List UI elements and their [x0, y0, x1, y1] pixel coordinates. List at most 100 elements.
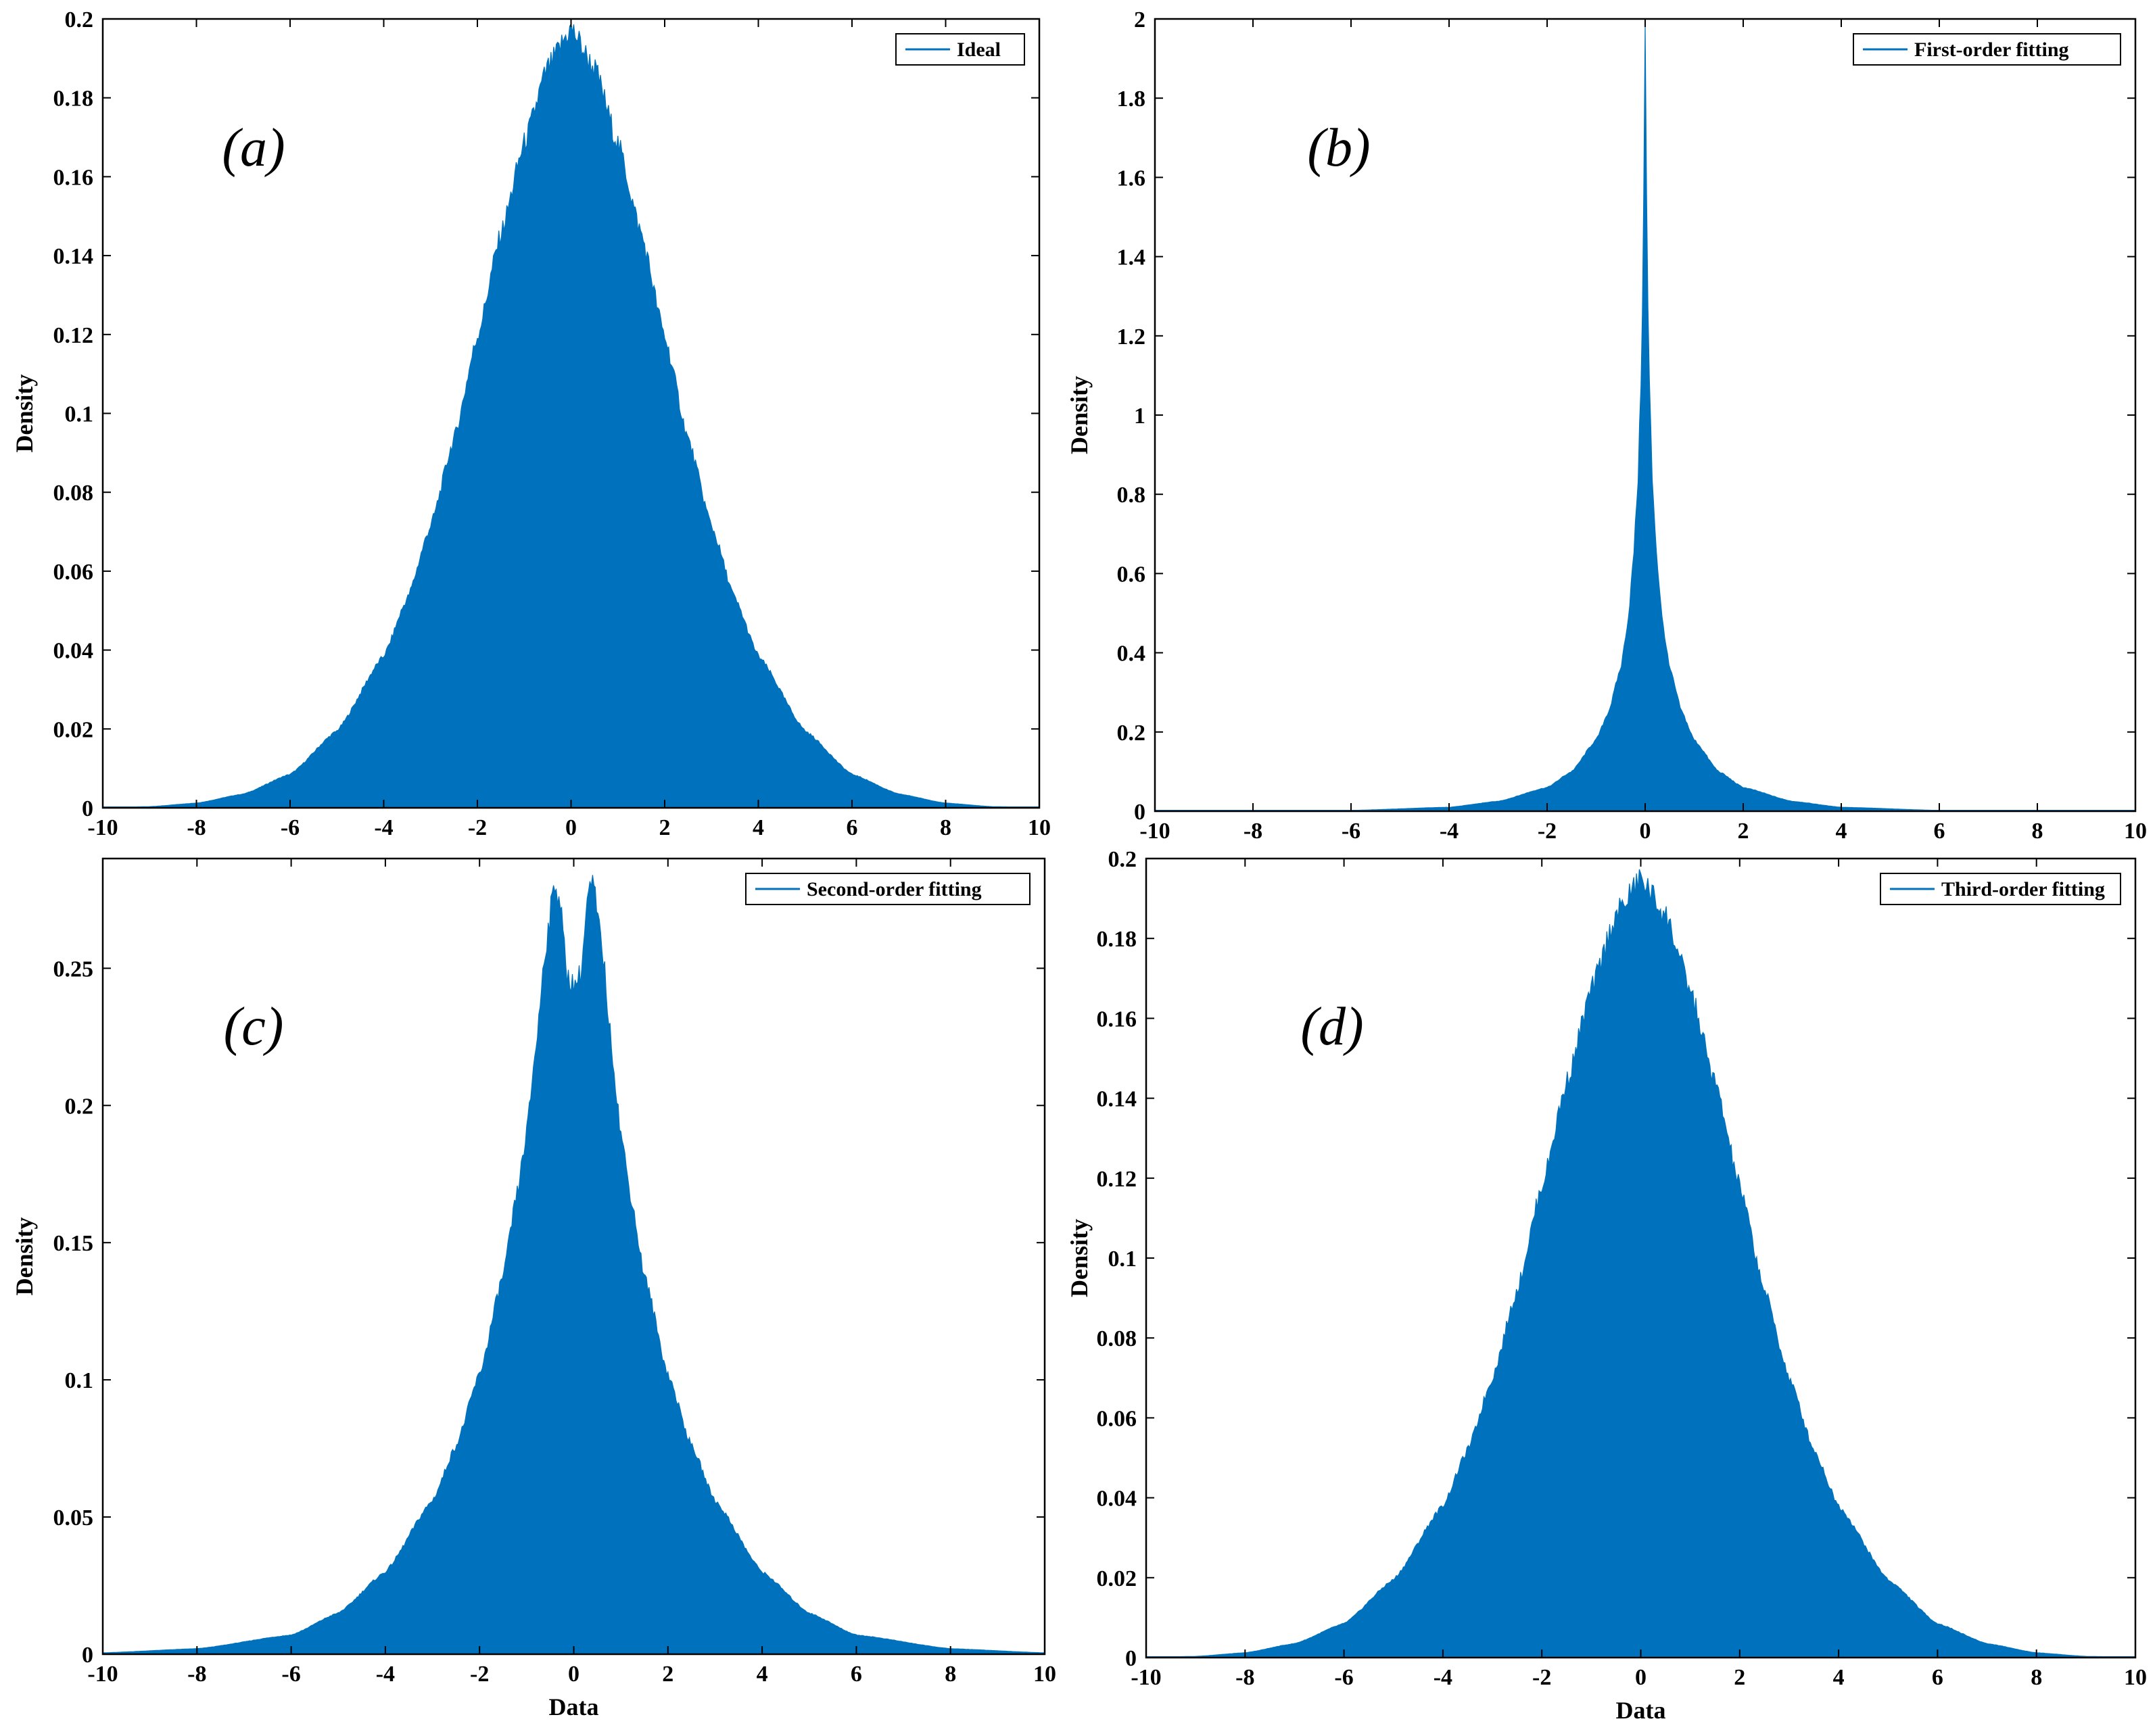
- y-tick-label: 0.2: [1117, 721, 1146, 746]
- x-tick-label: -8: [1235, 1665, 1254, 1690]
- x-tick-label: 4: [753, 815, 764, 840]
- y-axis-label: Density: [11, 1217, 38, 1296]
- x-tick-label: -8: [187, 1662, 206, 1687]
- x-tick-label: -10: [87, 1662, 118, 1687]
- y-axis-label: Density: [1066, 1219, 1093, 1297]
- x-tick-label: 4: [1833, 1665, 1845, 1690]
- y-tick-label: 1.2: [1117, 324, 1146, 349]
- y-tick-label: 0.1: [1108, 1247, 1137, 1272]
- x-tick-label: -6: [1334, 1665, 1353, 1690]
- panel-tag: (c): [224, 997, 284, 1057]
- y-tick-label: 0.18: [1097, 927, 1137, 952]
- x-tick-label: 8: [940, 815, 951, 840]
- x-tick-label: 0: [1640, 819, 1651, 844]
- panel-tag: (a): [222, 118, 285, 178]
- x-tick-label: 0: [565, 815, 577, 840]
- x-tick-label: -2: [1532, 1665, 1551, 1690]
- x-tick-label: 2: [659, 815, 671, 840]
- x-tick-label: -4: [1440, 819, 1459, 844]
- y-tick-label: 0.18: [53, 87, 94, 112]
- panels-container: -10 -8 -6 -4 -2 0 2 4 6 8 1000.020.040.060.080.10.…: [11, 7, 2147, 1724]
- y-tick-label: 0.04: [1097, 1487, 1137, 1512]
- y-tick-label: 0.12: [1097, 1167, 1137, 1192]
- y-tick-label: 0.2: [1108, 847, 1137, 872]
- x-tick-label: -10: [1131, 1665, 1161, 1690]
- legend-entry: Third-order fitting: [1941, 878, 2105, 900]
- x-tick-label: 8: [2032, 819, 2043, 844]
- y-tick-label: 0.2: [65, 7, 94, 32]
- x-tick-label: -2: [468, 815, 487, 840]
- x-tick-label: 10: [1033, 1662, 1056, 1687]
- x-tick-label: -8: [1244, 819, 1262, 844]
- chart-panel-c: -10 -8 -6 -4 -2 0 2 4 6 8 10 0 0.05 0.1 0.15 0.2 0.25 Den…: [11, 857, 1056, 1720]
- y-tick-label: 0.04: [53, 639, 94, 664]
- series-area-second-order-fitting: [102, 875, 1045, 1655]
- y-tick-label: 0.02: [53, 717, 94, 742]
- y-tick-label: 1.8: [1117, 87, 1146, 112]
- x-axis-label: Data: [549, 1693, 599, 1720]
- panel-tag: (d): [1300, 997, 1363, 1057]
- x-tick-label: 10: [2124, 1665, 2147, 1690]
- y-tick-label: 0.16: [53, 165, 94, 190]
- x-tick-label: 2: [1738, 819, 1749, 844]
- y-tick-label: 2: [1134, 7, 1145, 32]
- x-tick-label: -4: [1434, 1665, 1452, 1690]
- y-tick-label: 0.15: [53, 1231, 94, 1256]
- legend-entry: Ideal: [957, 39, 1001, 61]
- y-tick-label: 0: [1134, 800, 1145, 825]
- series-area-ideal: [102, 22, 1040, 809]
- legend-entry: First-order fitting: [1914, 39, 2069, 61]
- y-tick-label: 0.05: [53, 1505, 94, 1530]
- x-tick-label: 2: [662, 1662, 673, 1687]
- y-tick-label: 0.16: [1097, 1007, 1137, 1032]
- x-tick-label: 2: [1734, 1665, 1745, 1690]
- y-tick-label: 0.06: [53, 560, 94, 585]
- x-tick-label: -6: [281, 1662, 300, 1687]
- y-tick-label: 0: [1125, 1646, 1137, 1671]
- y-tick-label: 1: [1134, 404, 1145, 429]
- panel-tag: (b): [1307, 118, 1370, 178]
- y-tick-label: 0.6: [1117, 562, 1146, 587]
- x-tick-label: 6: [851, 1662, 862, 1687]
- y-tick-label: 0.25: [53, 957, 94, 982]
- chart-panel-b: -10 -8 -6 -4 -2 0 2 4 6 8 10 0 0.2 0.4 0.6 0.8 1 1.2 1.4 1.…: [1066, 7, 2147, 844]
- y-tick-label: 0.02: [1097, 1566, 1137, 1591]
- chart-panel-a: -10 -8 -6 -4 -2 0 2 4 6 8 10 0 0.02 0.04 0.06 0.08 0.1 0.…: [11, 7, 1051, 840]
- series-area-third-order-fitting: [1145, 869, 2136, 1658]
- y-tick-label: 0.4: [1117, 642, 1146, 667]
- x-tick-label: -2: [470, 1662, 489, 1687]
- chart-panel-d: -10 -8 -6 -4 -2 0 2 4 6 8 10 0 0.02 0.04 0.06 0.08 0.1 0.…: [1066, 847, 2147, 1724]
- x-tick-label: -10: [1139, 819, 1170, 844]
- y-tick-label: 0.06: [1097, 1406, 1137, 1431]
- x-tick-label: 0: [1635, 1665, 1647, 1690]
- x-tick-label: -4: [374, 815, 393, 840]
- y-tick-label: 0.1: [65, 1368, 94, 1393]
- x-tick-label: 0: [568, 1662, 579, 1687]
- y-axis-label: Density: [11, 375, 38, 453]
- x-tick-label: -6: [1342, 819, 1360, 844]
- y-tick-label: 0.14: [53, 244, 94, 269]
- y-tick-label: 0.8: [1117, 483, 1146, 508]
- x-tick-label: 6: [847, 815, 858, 840]
- y-tick-label: 0.08: [53, 481, 94, 506]
- x-tick-label: 4: [757, 1662, 768, 1687]
- x-tick-label: -2: [1538, 819, 1557, 844]
- y-tick-label: 0: [82, 1643, 93, 1668]
- y-tick-label: 0.1: [65, 402, 94, 427]
- y-tick-label: 0.12: [53, 323, 94, 348]
- x-tick-label: 10: [1028, 815, 1051, 840]
- x-tick-label: -8: [187, 815, 206, 840]
- y-tick-label: 0.14: [1097, 1087, 1137, 1112]
- x-tick-label: 4: [1836, 819, 1847, 844]
- x-tick-label: -10: [87, 815, 118, 840]
- y-tick-label: 0.2: [65, 1094, 94, 1119]
- x-tick-label: -4: [376, 1662, 395, 1687]
- x-tick-label: -6: [281, 815, 300, 840]
- y-tick-label: 1.4: [1117, 245, 1146, 270]
- x-axis-label: Data: [1616, 1697, 1666, 1724]
- legend-entry: Second-order fitting: [807, 878, 982, 900]
- y-tick-label: 0: [82, 796, 93, 821]
- x-tick-label: 8: [945, 1662, 956, 1687]
- x-tick-label: 6: [1932, 1665, 1943, 1690]
